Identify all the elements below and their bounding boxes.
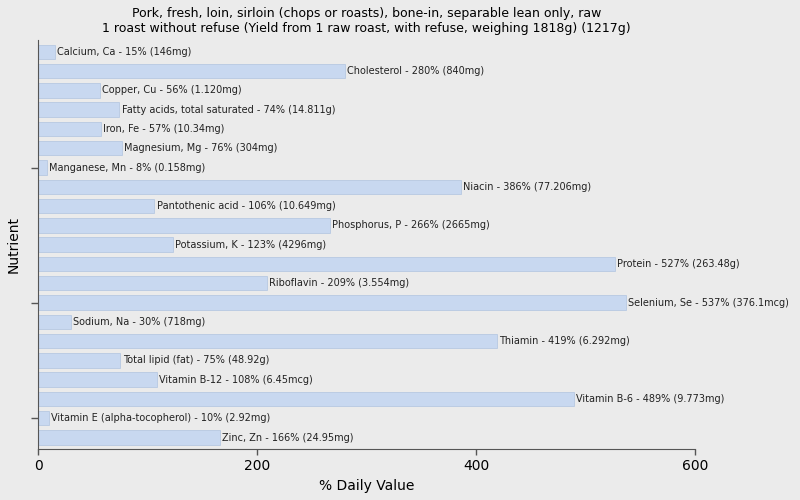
Bar <box>38 353 121 368</box>
Text: Phosphorus, P - 266% (2665mg): Phosphorus, P - 266% (2665mg) <box>332 220 490 230</box>
Text: Vitamin B-12 - 108% (6.45mcg): Vitamin B-12 - 108% (6.45mcg) <box>158 374 313 384</box>
Text: Iron, Fe - 57% (10.34mg): Iron, Fe - 57% (10.34mg) <box>103 124 224 134</box>
Text: Fatty acids, total saturated - 74% (14.811g): Fatty acids, total saturated - 74% (14.8… <box>122 104 335 115</box>
Bar <box>38 83 100 98</box>
Text: Manganese, Mn - 8% (0.158mg): Manganese, Mn - 8% (0.158mg) <box>50 162 206 172</box>
Text: Potassium, K - 123% (4296mg): Potassium, K - 123% (4296mg) <box>175 240 326 250</box>
Bar <box>38 256 615 271</box>
Bar <box>38 334 497 348</box>
Text: Riboflavin - 209% (3.554mg): Riboflavin - 209% (3.554mg) <box>270 278 410 288</box>
Bar <box>38 122 101 136</box>
Bar <box>38 199 154 214</box>
Text: Calcium, Ca - 15% (146mg): Calcium, Ca - 15% (146mg) <box>57 47 191 57</box>
Bar <box>38 141 122 156</box>
Text: Total lipid (fat) - 75% (48.92g): Total lipid (fat) - 75% (48.92g) <box>122 356 269 366</box>
X-axis label: % Daily Value: % Daily Value <box>319 479 414 493</box>
Text: Protein - 527% (263.48g): Protein - 527% (263.48g) <box>618 259 740 269</box>
Text: Vitamin E (alpha-tocopherol) - 10% (2.92mg): Vitamin E (alpha-tocopherol) - 10% (2.92… <box>51 413 270 423</box>
Text: Niacin - 386% (77.206mg): Niacin - 386% (77.206mg) <box>463 182 591 192</box>
Y-axis label: Nutrient: Nutrient <box>7 216 21 273</box>
Bar <box>38 314 71 329</box>
Text: Sodium, Na - 30% (718mg): Sodium, Na - 30% (718mg) <box>74 317 206 327</box>
Bar <box>38 180 461 194</box>
Bar <box>38 296 626 310</box>
Text: Vitamin B-6 - 489% (9.773mg): Vitamin B-6 - 489% (9.773mg) <box>576 394 724 404</box>
Bar <box>38 64 345 78</box>
Bar <box>38 218 330 232</box>
Bar <box>38 411 50 426</box>
Text: Zinc, Zn - 166% (24.95mg): Zinc, Zn - 166% (24.95mg) <box>222 432 354 442</box>
Text: Magnesium, Mg - 76% (304mg): Magnesium, Mg - 76% (304mg) <box>124 144 277 154</box>
Bar <box>38 160 47 175</box>
Bar <box>38 372 157 387</box>
Bar <box>38 44 54 59</box>
Text: Pantothenic acid - 106% (10.649mg): Pantothenic acid - 106% (10.649mg) <box>157 201 335 211</box>
Bar <box>38 392 574 406</box>
Text: Cholesterol - 280% (840mg): Cholesterol - 280% (840mg) <box>347 66 484 76</box>
Text: Copper, Cu - 56% (1.120mg): Copper, Cu - 56% (1.120mg) <box>102 86 242 96</box>
Bar <box>38 430 220 444</box>
Title: Pork, fresh, loin, sirloin (chops or roasts), bone-in, separable lean only, raw
: Pork, fresh, loin, sirloin (chops or roa… <box>102 7 631 35</box>
Bar <box>38 102 119 117</box>
Text: Selenium, Se - 537% (376.1mcg): Selenium, Se - 537% (376.1mcg) <box>629 298 790 308</box>
Text: Thiamin - 419% (6.292mg): Thiamin - 419% (6.292mg) <box>499 336 630 346</box>
Bar <box>38 238 173 252</box>
Bar <box>38 276 267 290</box>
